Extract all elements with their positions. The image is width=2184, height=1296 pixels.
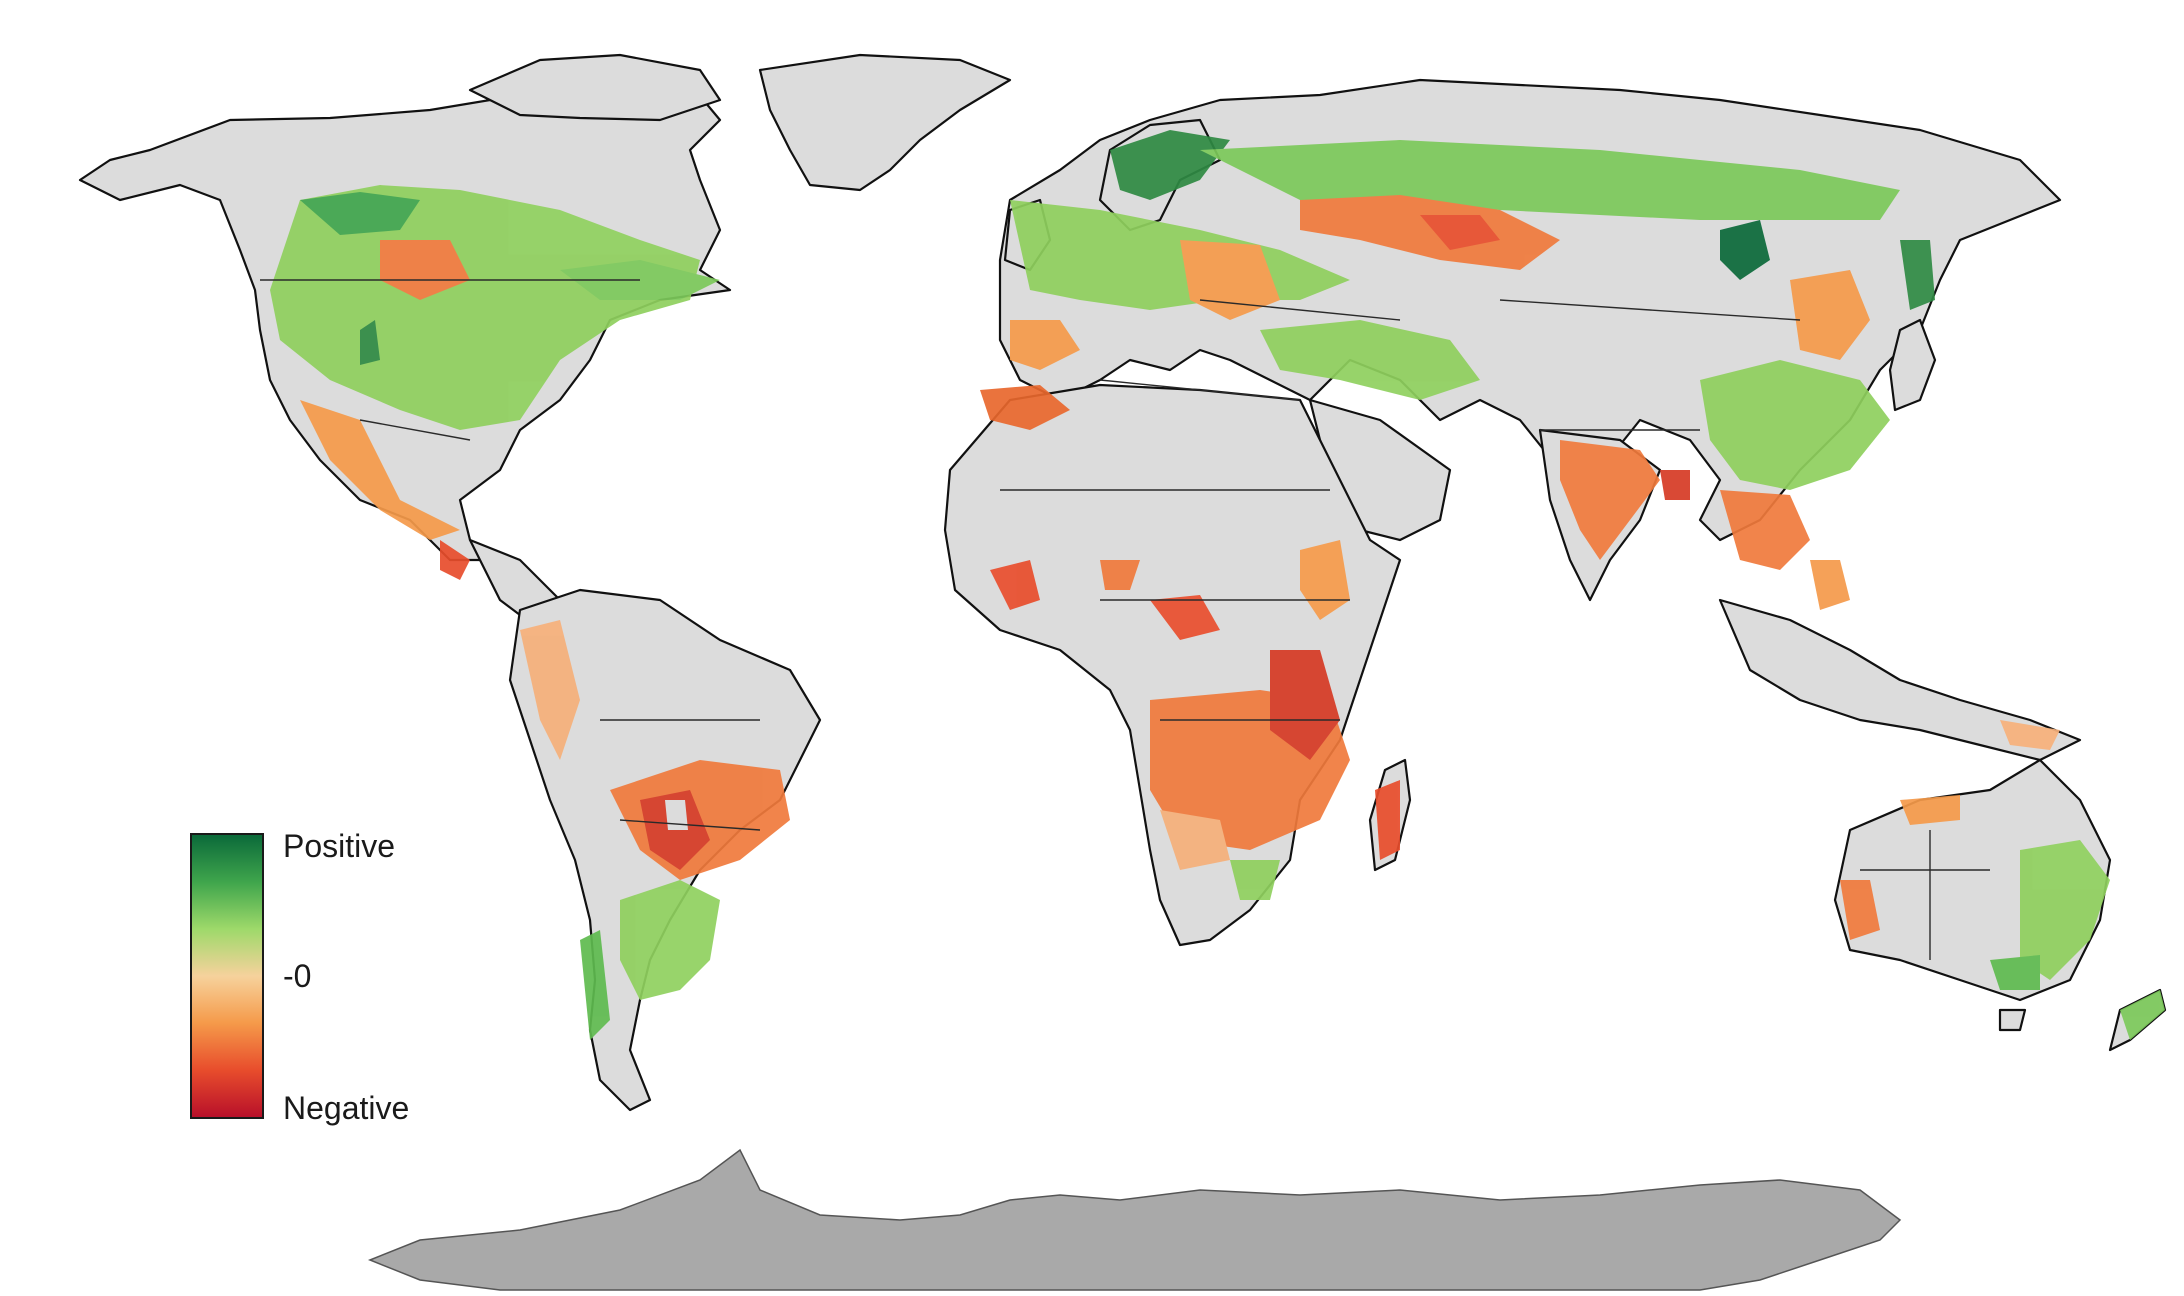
africa [943, 383, 1402, 947]
legend-negative-label: Negative [283, 1090, 410, 1126]
legend-color-bar [190, 833, 264, 1119]
legend-positive-label: Positive [283, 828, 396, 864]
maritime-southeast-asia [1718, 598, 2082, 762]
tasmania [1998, 1008, 2027, 1032]
antarctica [367, 1148, 1902, 1291]
change-overlay [270, 130, 2165, 1040]
country-borders [260, 279, 1990, 960]
greenland [758, 53, 1012, 192]
arctic-archipelago [468, 53, 722, 122]
legend-zero-label: -0 [283, 958, 312, 994]
japan [1888, 318, 1937, 412]
